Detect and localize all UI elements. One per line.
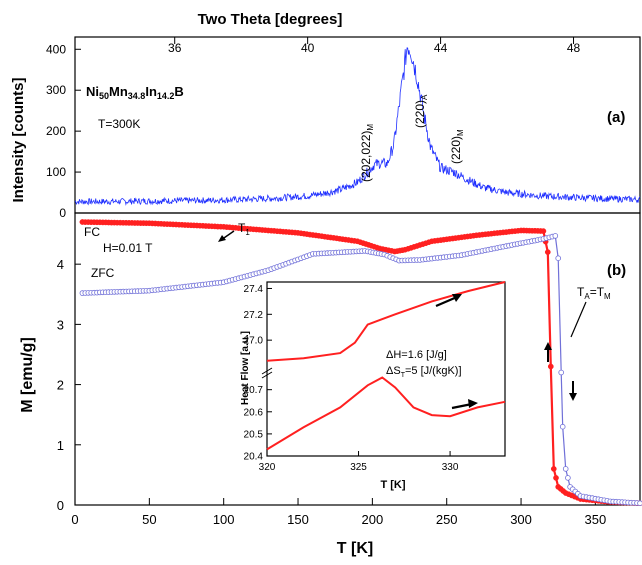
inset-y-tick-label: 27.0 xyxy=(244,336,264,347)
mag-x-tick-label: 250 xyxy=(436,512,458,527)
axis-break-mark xyxy=(261,367,273,375)
fc-point xyxy=(544,249,551,255)
peak-label-220A: (220)A xyxy=(413,94,429,128)
zfc-point xyxy=(558,369,564,376)
mag-x-tick-label: 300 xyxy=(510,512,532,527)
xrd-y-tick-label: 200 xyxy=(46,124,66,138)
zfc-point xyxy=(562,466,569,472)
mag-x-tick-label: 350 xyxy=(585,512,607,527)
xrd-x-tick-label: 44 xyxy=(434,41,448,55)
inset-y-tick-label: 20.5 xyxy=(244,429,264,440)
zfc-point xyxy=(555,255,561,262)
inset-x-axis-label: T [K] xyxy=(380,479,405,491)
zfc-point xyxy=(559,423,566,430)
dh-label: ΔH=1.6 [J/g] xyxy=(386,349,447,361)
axis-break-mark xyxy=(261,371,273,379)
mag-y-tick-label: 0 xyxy=(57,498,64,513)
heating-arrowhead xyxy=(569,393,577,401)
fc-point xyxy=(540,228,547,234)
inset-y-tick-label: 20.4 xyxy=(244,452,264,463)
mag-x-tick-label: 150 xyxy=(287,512,309,527)
mag-y-tick-label: 2 xyxy=(57,378,64,393)
field-label: H=0.01 T xyxy=(103,241,153,255)
ta-tm-leader xyxy=(570,301,587,338)
inset-cool-arrow xyxy=(435,295,458,308)
fc-point xyxy=(547,363,554,370)
mag-x-tick-label: 0 xyxy=(71,512,78,527)
mag-plot-frame xyxy=(74,212,641,506)
inset-y-tick-label: 27.2 xyxy=(244,310,264,321)
xrd-y-tick-label: 100 xyxy=(46,165,66,179)
panel-b-label: (b) xyxy=(607,262,626,279)
xrd-x-axis-label: Two Theta [degrees] xyxy=(198,11,343,28)
magnetization-panel: T [K] M [emu/g] 0 50 100 150 200 250 300 350 0 1 2… xyxy=(19,212,642,557)
zfc-point xyxy=(637,500,642,506)
mag-x-tick-label: 50 xyxy=(142,512,156,527)
inset-x-tick-label: 330 xyxy=(442,462,459,473)
heat-flow-inset: 320 325 330 27.0 27.2 27.4 20.4 20.5 20.6 20.7 He… xyxy=(240,281,506,491)
inset-y-tick-label: 20.6 xyxy=(244,407,264,418)
inset-y-tick-label: 27.4 xyxy=(244,284,264,295)
xrd-x-tick-label: 40 xyxy=(301,41,315,55)
xrd-series-line xyxy=(74,47,641,206)
sample-formula: Ni50Mn34.8In14.2B xyxy=(86,84,184,101)
xrd-x-tick-label: 36 xyxy=(168,41,182,55)
fc-point xyxy=(550,466,557,472)
xrd-y-tick-label: 0 xyxy=(59,206,66,220)
mag-x-tick-label: 100 xyxy=(213,512,235,527)
inset-y-tick-label: 20.7 xyxy=(244,385,264,396)
xrd-panel: Two Theta [degrees] Intensity [counts] 3… xyxy=(10,11,641,220)
inset-cool-arrowhead xyxy=(452,294,462,302)
zfc-label: ZFC xyxy=(91,266,115,280)
fc-point xyxy=(553,475,559,481)
temperature-label: T=300K xyxy=(98,117,140,131)
fc-label: FC xyxy=(84,225,100,239)
xrd-x-tick-label: 48 xyxy=(567,41,581,55)
mag-x-tick-label: 200 xyxy=(362,512,384,527)
inset-x-tick-label: 325 xyxy=(350,462,367,473)
panel-a-label: (a) xyxy=(607,109,625,126)
xrd-y-tick-label: 400 xyxy=(46,42,66,56)
mag-x-axis-label: T [K] xyxy=(337,540,373,557)
xrd-plot-frame xyxy=(74,36,641,214)
inset-y-axis-label: Heat Flow [a.u.] xyxy=(240,331,251,405)
ta-tm-label: TA=TM xyxy=(577,285,611,301)
mag-y-tick-label: 4 xyxy=(57,257,64,272)
inset-heat-arrowhead xyxy=(468,399,478,408)
inset-heating-line xyxy=(266,376,506,451)
t1-arrowhead xyxy=(218,235,226,242)
inset-x-tick-label: 320 xyxy=(259,462,276,473)
cooling-arrowhead xyxy=(544,342,552,350)
zfc-point xyxy=(565,475,571,481)
xrd-y-axis-label: Intensity [counts] xyxy=(10,77,27,202)
mag-y-tick-label: 3 xyxy=(57,317,64,332)
inset-frame xyxy=(266,281,506,457)
ds-label: ΔST=5 [J/(kgK)] xyxy=(386,365,462,379)
zfc-point xyxy=(552,233,559,239)
peak-label-202: (202,022)M xyxy=(359,124,375,182)
mag-y-tick-label: 1 xyxy=(57,438,64,453)
xrd-y-tick-label: 300 xyxy=(46,83,66,97)
mag-y-axis-label: M [emu/g] xyxy=(19,337,36,413)
peak-label-220M: (220)M xyxy=(449,129,465,164)
t1-label: T1 xyxy=(238,221,250,237)
